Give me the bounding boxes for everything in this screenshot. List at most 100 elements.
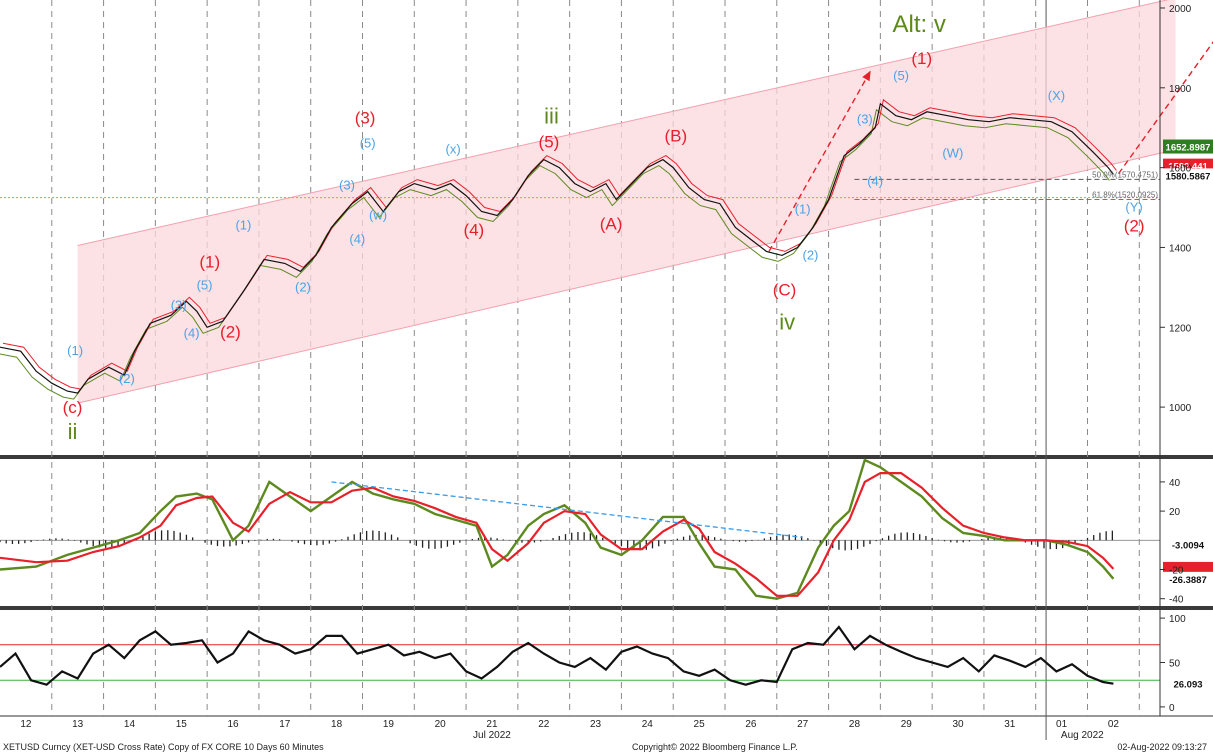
macd-last-value-bg bbox=[1163, 537, 1213, 552]
footer-timestamp: 02-Aug-2022 09:13:27 bbox=[1117, 742, 1207, 752]
x-tick-label: 01 bbox=[1056, 719, 1068, 730]
last-value-green-bg bbox=[1163, 139, 1213, 154]
y-tick-label: 1200 bbox=[1169, 323, 1192, 334]
x-tick-label: 15 bbox=[176, 719, 188, 730]
channel-upper-line bbox=[77, 0, 1169, 246]
month-label: Aug 2022 bbox=[1061, 730, 1104, 740]
x-tick-label: 29 bbox=[901, 719, 913, 730]
panel-separator bbox=[0, 455, 1213, 459]
wave-label: (4) bbox=[463, 220, 484, 239]
x-tick-label: 21 bbox=[486, 719, 498, 730]
wave-label: (5) bbox=[893, 68, 909, 83]
wave-label: (5) bbox=[360, 136, 376, 151]
x-tick-label: 14 bbox=[124, 719, 136, 730]
month-label: Jul 2022 bbox=[473, 730, 511, 740]
x-tick-label: 18 bbox=[331, 719, 343, 730]
wave-label: (1) bbox=[795, 202, 811, 217]
y-tick-label: 100 bbox=[1169, 614, 1186, 625]
y-tick-label: 2000 bbox=[1169, 4, 1192, 15]
x-tick-label: 31 bbox=[1004, 719, 1016, 730]
wave-label: (c) bbox=[63, 398, 83, 417]
wave-label: (w) bbox=[369, 208, 387, 223]
rsi-last-value-bg bbox=[1163, 676, 1213, 691]
wave-label: (1) bbox=[235, 217, 251, 232]
last-value-red: 1582.441 bbox=[1168, 162, 1208, 173]
wave-label: (2) bbox=[220, 322, 241, 341]
footer: XETUSD Curncy (XET-USD Cross Rate) Copy … bbox=[0, 740, 1213, 755]
wave-label: ii bbox=[68, 419, 78, 444]
macd-last-value: -3.0094 bbox=[1172, 541, 1205, 552]
wave-label: (5) bbox=[539, 133, 560, 152]
y-tick-label: -40 bbox=[1169, 595, 1184, 606]
wave-label: (X) bbox=[1048, 88, 1065, 103]
last-value-green: 1652.8987 bbox=[1166, 143, 1211, 154]
rsi-last-value: 26.093 bbox=[1173, 680, 1202, 691]
wave-label: iv bbox=[779, 309, 795, 334]
wave-label: (3) bbox=[355, 109, 376, 128]
wave-label: (4) bbox=[349, 231, 365, 246]
fib-level-label: 50.0%(1570.4751) bbox=[1092, 170, 1158, 179]
price-line bbox=[0, 102, 1114, 394]
macd-last-value-red: -19.6 bbox=[1177, 565, 1199, 576]
y-tick-label: 0 bbox=[1169, 703, 1175, 714]
wave-label: (2) bbox=[119, 371, 135, 386]
wave-label: (A) bbox=[600, 214, 623, 233]
x-tick-label: 19 bbox=[383, 719, 395, 730]
x-tick-label: 20 bbox=[435, 719, 447, 730]
last-value-price-bg bbox=[1163, 168, 1213, 183]
footer-security-label: XETUSD Curncy (XET-USD Cross Rate) Copy … bbox=[3, 742, 324, 752]
x-tick-label: 22 bbox=[538, 719, 550, 730]
wave-label: Alt: v bbox=[893, 11, 946, 38]
wave-label: (3) bbox=[171, 297, 187, 312]
macd-trend-line bbox=[331, 481, 803, 539]
y-tick-label: 40 bbox=[1169, 478, 1181, 489]
wave-label: (5) bbox=[197, 277, 213, 292]
x-tick-label: 13 bbox=[72, 719, 84, 730]
wave-label: (W) bbox=[942, 146, 963, 161]
trend-channel bbox=[77, 0, 1176, 404]
y-tick-label: 1800 bbox=[1169, 84, 1192, 95]
x-tick-label: 27 bbox=[797, 719, 809, 730]
wave-label: (B) bbox=[664, 127, 687, 146]
wave-label: (x) bbox=[446, 142, 461, 157]
y-tick-label: 20 bbox=[1169, 507, 1181, 518]
x-tick-label: 23 bbox=[590, 719, 602, 730]
macd-last-value-green-bg bbox=[1163, 571, 1213, 586]
x-tick-label: 17 bbox=[279, 719, 291, 730]
last-value-price: 1580.5867 bbox=[1166, 171, 1211, 182]
x-tick-label: 25 bbox=[694, 719, 706, 730]
x-tick-label: 26 bbox=[745, 719, 757, 730]
footer-copyright: Copyright© 2022 Bloomberg Finance L.P. bbox=[632, 742, 798, 752]
x-tick-label: 12 bbox=[20, 719, 32, 730]
wave-label: (1) bbox=[67, 343, 83, 358]
x-tick-label: 28 bbox=[849, 719, 861, 730]
y-tick-label: 1600 bbox=[1169, 164, 1192, 175]
wave-label: (3) bbox=[339, 178, 355, 193]
wave-label: (2) bbox=[803, 247, 819, 262]
rsi-line bbox=[0, 625, 1114, 686]
x-tick-label: 16 bbox=[227, 719, 239, 730]
wave-label: (1) bbox=[911, 49, 932, 68]
y-tick-label: 1400 bbox=[1169, 243, 1192, 254]
price-ma-green bbox=[0, 108, 1110, 400]
wave-label: (C) bbox=[773, 280, 797, 299]
wave-label: (4) bbox=[184, 325, 200, 340]
macd-line-green bbox=[0, 458, 1115, 600]
x-tick-label: 24 bbox=[642, 719, 654, 730]
y-tick-label: -20 bbox=[1169, 566, 1184, 577]
y-tick-label: 50 bbox=[1169, 659, 1181, 670]
projection-arrow bbox=[768, 70, 871, 252]
projection-arrow bbox=[1118, 41, 1213, 175]
wave-label: (2) bbox=[1124, 216, 1145, 235]
panel-separator bbox=[0, 606, 1213, 610]
channel-lower-line bbox=[77, 149, 1176, 404]
x-tick-label: 30 bbox=[952, 719, 964, 730]
macd-last-value-green: -26.3887 bbox=[1169, 575, 1207, 586]
wave-label: (4) bbox=[867, 174, 883, 189]
wave-label: (1) bbox=[199, 252, 220, 271]
wave-label: (3) bbox=[857, 112, 873, 127]
wave-label: iii bbox=[544, 104, 559, 129]
price-ma-red bbox=[2, 98, 1117, 390]
